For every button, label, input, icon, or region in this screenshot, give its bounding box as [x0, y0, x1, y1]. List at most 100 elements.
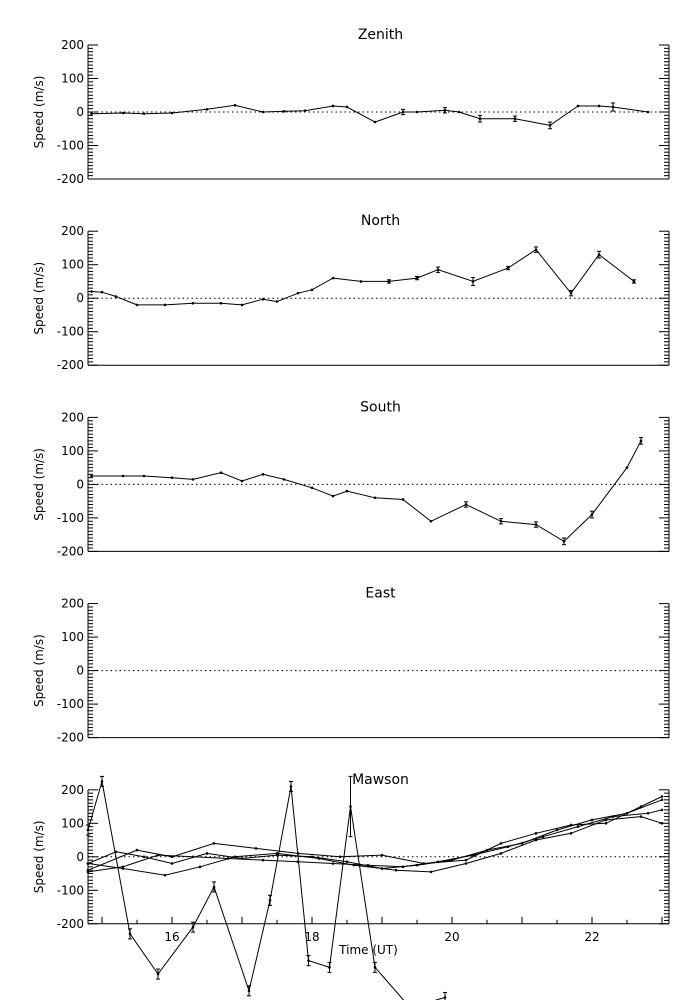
panel-south: South Speed (m/s) -200 -100 0 100 200 [32, 399, 670, 558]
data-point [373, 120, 377, 124]
data-point [534, 838, 538, 842]
data-point [660, 822, 664, 825]
data-point [380, 853, 384, 857]
x-axis-label: Time (UT) [338, 943, 398, 957]
data-point [506, 845, 510, 849]
series-line [91, 104, 649, 126]
data-point [191, 855, 195, 859]
data-point [576, 104, 580, 108]
data-point [296, 291, 300, 295]
y-tick-label: 100 [61, 444, 84, 458]
data-point [597, 104, 601, 108]
data-point [639, 805, 643, 808]
data-point [345, 860, 349, 864]
data-point [275, 300, 279, 303]
y-tick-label: -100 [57, 697, 84, 711]
data-point [464, 862, 468, 865]
data-point [331, 276, 335, 280]
data-point [604, 818, 608, 822]
data-point [457, 110, 461, 114]
data-point [240, 303, 244, 307]
data-point [604, 822, 608, 825]
data-point [401, 498, 405, 501]
x-tick-label: 22 [584, 930, 599, 944]
series-group [90, 102, 650, 130]
y-tick-label: -200 [57, 358, 84, 372]
data-point [625, 466, 629, 469]
y-tick-label: 0 [76, 105, 84, 119]
data-point [394, 868, 398, 872]
data-point [366, 863, 370, 867]
series-group [86, 775, 664, 1000]
data-point [254, 847, 258, 850]
series-line [91, 248, 635, 306]
x-tick-label: 16 [164, 930, 179, 944]
y-tick-label: 200 [61, 38, 84, 52]
series-line [87, 809, 663, 873]
data-point [660, 798, 664, 802]
data-point [191, 478, 195, 481]
series-line [87, 799, 663, 870]
series-group [90, 246, 636, 307]
data-point [639, 815, 643, 818]
panel-title: North [361, 213, 400, 229]
panel-mawson: Mawson Speed (m/s) -200 -100 0 100 200 16 18 20 22… [32, 772, 670, 1000]
data-point [170, 862, 174, 865]
data-point [464, 858, 468, 862]
panel-north: North Speed (m/s) -200 -100 0 100 200 [32, 213, 670, 372]
data-point [660, 808, 664, 812]
y-axis-label: Speed (m/s) [32, 76, 46, 149]
data-point [303, 109, 307, 112]
data-point [90, 112, 93, 115]
data-point [86, 862, 90, 865]
data-point [499, 842, 503, 845]
data-point [233, 855, 237, 859]
data-point [646, 811, 650, 815]
data-point [261, 297, 265, 301]
data-point [240, 479, 244, 483]
data-point [191, 301, 195, 305]
y-tick-label: -100 [57, 325, 84, 339]
data-point [135, 848, 139, 852]
y-tick-label: 200 [61, 783, 84, 797]
data-point [121, 111, 125, 115]
y-tick-label: 0 [76, 664, 84, 678]
data-point [429, 519, 433, 523]
data-point [352, 863, 356, 867]
y-tick-label: 0 [76, 850, 84, 864]
y-tick-label: 0 [76, 291, 84, 305]
y-tick-label: 200 [61, 597, 84, 611]
data-point [541, 835, 545, 838]
data-point [415, 110, 419, 114]
data-point [170, 111, 174, 115]
data-point [205, 852, 209, 855]
panel-east: East Speed (m/s) -200 -100 0 100 200 [32, 586, 670, 745]
data-point [590, 818, 594, 822]
data-point [317, 857, 321, 860]
series-line [87, 816, 663, 876]
data-point [219, 471, 223, 474]
data-point [90, 290, 93, 293]
series-line [87, 796, 663, 871]
y-axis-label: Speed (m/s) [32, 634, 46, 707]
data-point [660, 795, 664, 798]
data-point [331, 862, 335, 865]
panel-title: East [365, 586, 396, 602]
data-point [422, 862, 426, 865]
data-point [142, 855, 146, 859]
series-group [90, 437, 643, 546]
data-point [142, 112, 146, 115]
y-tick-label: -200 [57, 917, 84, 931]
data-point [345, 105, 349, 109]
panel-title: South [360, 399, 401, 415]
data-point [135, 303, 139, 307]
y-tick-label: -200 [57, 544, 84, 558]
data-point [163, 303, 167, 307]
data-point [569, 832, 573, 835]
data-point [471, 853, 475, 857]
data-point [401, 865, 405, 869]
data-point [100, 290, 104, 294]
y-tick-label: 100 [61, 72, 84, 86]
y-axis-label: Speed (m/s) [32, 262, 46, 335]
